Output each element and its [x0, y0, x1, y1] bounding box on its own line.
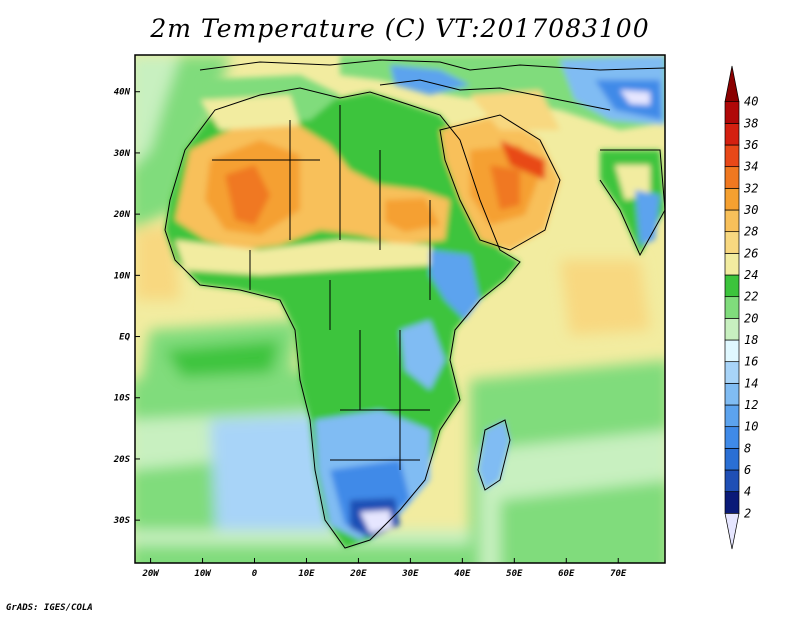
- colorbar-swatch: [724, 122, 740, 146]
- colorbar-label: 6: [744, 463, 751, 477]
- colorbar-label: 30: [743, 203, 758, 217]
- colorbar-label: 4: [744, 485, 751, 499]
- lon-label: 50E: [506, 569, 523, 579]
- colorbar-swatch: [724, 491, 740, 514]
- lon-label: 60E: [558, 569, 575, 579]
- lat-label: 10S: [114, 394, 131, 404]
- colorbar-swatch: [724, 361, 740, 384]
- lat-label: 30N: [113, 149, 131, 159]
- lat-label: 40N: [114, 88, 131, 98]
- colorbar-label: 18: [744, 333, 758, 347]
- lon-label: 10W: [194, 569, 212, 579]
- colorbar-label: 22: [744, 290, 758, 304]
- colorbar-swatch: [724, 469, 740, 493]
- lon-label: 10E: [298, 569, 315, 579]
- colorbar-swatch: [724, 512, 740, 550]
- temperature-field: [135, 55, 665, 563]
- colorbar-swatch: [724, 187, 740, 211]
- colorbar-label: 28: [744, 225, 758, 239]
- colorbar-label: 20: [744, 311, 758, 325]
- colorbar-swatch: [724, 231, 740, 254]
- colorbar-swatch: [724, 447, 740, 471]
- colorbar-label: 12: [744, 398, 758, 412]
- colorbar-swatch: [724, 144, 740, 168]
- lat-label: 20S: [113, 455, 131, 465]
- colorbar-swatch: [724, 209, 740, 233]
- lat-label: 10N: [114, 271, 131, 281]
- colorbar-swatch: [724, 404, 740, 428]
- colorbar-label: 2: [744, 506, 751, 520]
- colorbar-swatch: [724, 426, 740, 449]
- colorbar-label: 16: [744, 355, 758, 369]
- axis-labels: 40N 30N 20N 10N EQ 10S 20S 30S 20W 10W 0 10E 20E 30E 4…: [113, 88, 627, 579]
- coastlines: [164, 59, 665, 549]
- colorbar-swatch: [724, 317, 740, 341]
- colorbar-label: 36: [743, 138, 758, 152]
- colorbar-label: 38: [743, 116, 758, 130]
- colorbar-label: 40: [744, 95, 758, 109]
- colorbar-label: 24: [744, 268, 758, 282]
- lat-label: EQ: [119, 333, 130, 343]
- colorbar-swatch: [724, 65, 740, 103]
- colorbar-label: 14: [744, 376, 758, 390]
- colorbar-swatch: [724, 252, 740, 276]
- colorbar-label: 34: [743, 160, 758, 174]
- colorbar-swatch: [724, 382, 740, 406]
- colorbar-swatch: [724, 339, 740, 363]
- colorbar-swatch: [724, 101, 740, 124]
- footer-credit: GrADS: IGES/COLA: [6, 603, 93, 613]
- lon-label: 0: [252, 569, 258, 579]
- colorbar-label: 26: [744, 246, 758, 260]
- lon-label: 70E: [610, 569, 627, 579]
- colorbar-swatch: [724, 166, 740, 189]
- lat-label: 30S: [113, 516, 131, 526]
- lon-label: 20W: [141, 569, 160, 579]
- colorbar-label: 8: [744, 441, 751, 455]
- lat-label: 20N: [113, 210, 131, 220]
- lon-label: 40E: [454, 569, 471, 579]
- map-frame: [134, 54, 666, 564]
- colorbar-swatch: [724, 296, 740, 319]
- lon-label: 20E: [349, 569, 367, 579]
- colorbar-label: 32: [743, 181, 758, 195]
- colorbar-label: 10: [744, 420, 758, 434]
- map-title: 2m Temperature (C) VT:2017083100: [150, 14, 650, 43]
- colorbar-swatch: [724, 274, 740, 298]
- lon-label: 30E: [401, 569, 419, 579]
